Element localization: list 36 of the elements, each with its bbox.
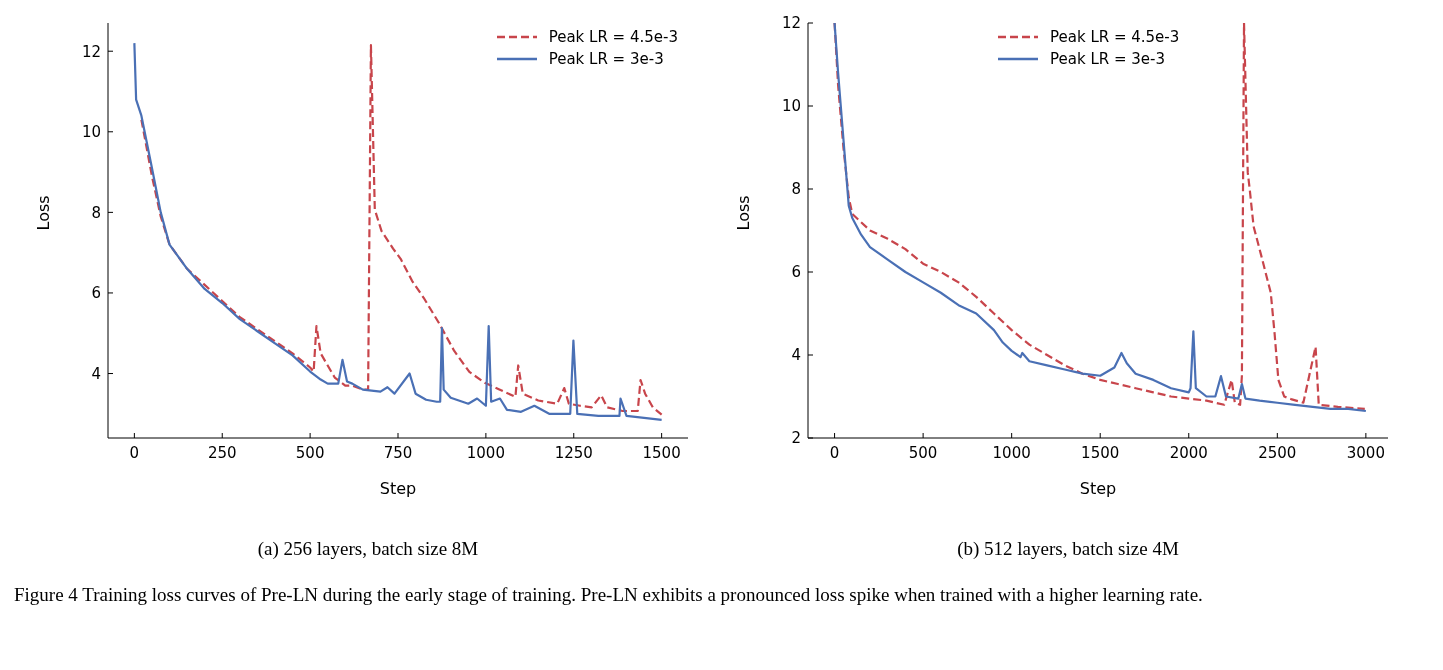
x-tick-label: 1500 xyxy=(1081,443,1120,462)
y-tick-label: 12 xyxy=(81,42,101,61)
x-tick-label: 3000 xyxy=(1346,443,1385,462)
y-tick-label: 8 xyxy=(791,180,801,199)
caption: Figure 4 Training loss curves of Pre-LN during the early stage of training. Pre-LN exhibits a pronounced loss spike when trained with a higher learning rate. xyxy=(13,583,1204,607)
x-tick-label: 1000 xyxy=(992,443,1031,462)
legend-label: Peak LR = 3e-3 xyxy=(1050,50,1165,68)
x-tick-label: 500 xyxy=(908,443,938,462)
x-axis-title: Step xyxy=(379,479,417,498)
legend-label: Peak LR = 4.5e-3 xyxy=(548,28,678,46)
y-tick-label: 4 xyxy=(791,346,801,365)
x-tick-label: 2000 xyxy=(1169,443,1208,462)
text: (a) 256 layers, batch size 8M xyxy=(256,538,480,560)
y-tick-label: 8 xyxy=(91,203,101,222)
y-tick-label: 10 xyxy=(81,123,101,142)
y-axis-title: Loss xyxy=(33,195,53,231)
y-axis-title: Loss xyxy=(733,195,753,231)
x-tick-label: 1500 xyxy=(642,443,681,462)
y-tick-label: 4 xyxy=(91,364,101,383)
x-tick-label: 1250 xyxy=(554,443,593,462)
y-tick-label: 10 xyxy=(781,97,801,116)
legend-label: Peak LR = 3e-3 xyxy=(548,50,664,68)
x-tick-label: 250 xyxy=(207,443,237,462)
x-tick-label: 1000 xyxy=(466,443,505,462)
legend-label: Peak LR = 4.5e-3 xyxy=(1050,28,1180,46)
x-tick-label: 2500 xyxy=(1258,443,1297,462)
y-tick-label: 2 xyxy=(791,429,801,448)
x-tick-label: 500 xyxy=(295,443,325,462)
x-tick-label: 750 xyxy=(383,443,413,462)
x-tick-label: 0 xyxy=(129,443,140,462)
x-axis-title: Step xyxy=(1079,479,1117,498)
x-tick-label: 0 xyxy=(829,443,840,462)
y-tick-label: 6 xyxy=(791,263,801,282)
y-tick-label: 12 xyxy=(781,14,801,33)
text: (b) 512 layers, batch size 4M xyxy=(956,538,1180,560)
y-tick-label: 6 xyxy=(91,284,101,303)
